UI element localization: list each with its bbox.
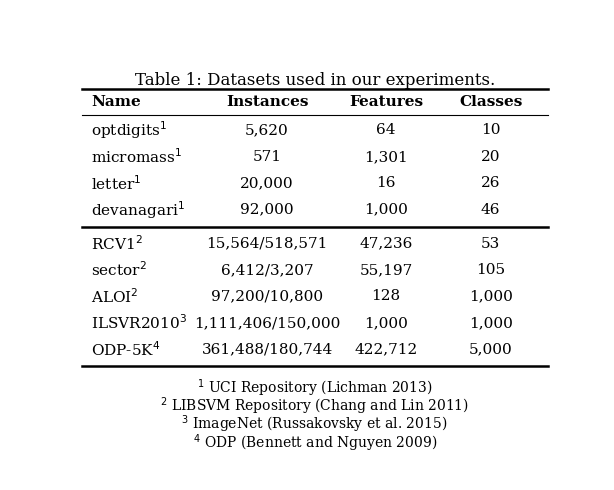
Text: 1,000: 1,000 (364, 203, 408, 217)
Text: 47,236: 47,236 (359, 237, 413, 251)
Text: Table 1: Datasets used in our experiments.: Table 1: Datasets used in our experiment… (134, 72, 495, 89)
Text: 10: 10 (481, 123, 500, 138)
Text: ODP-5K$^4$: ODP-5K$^4$ (91, 340, 160, 359)
Text: letter$^1$: letter$^1$ (91, 174, 141, 193)
Text: 1,111,406/150,000: 1,111,406/150,000 (194, 316, 340, 330)
Text: ILSVR2010$^3$: ILSVR2010$^3$ (91, 314, 187, 332)
Text: 92,000: 92,000 (240, 203, 294, 217)
Text: 1,301: 1,301 (364, 150, 408, 164)
Text: 53: 53 (481, 237, 500, 251)
Text: 15,564/518,571: 15,564/518,571 (206, 237, 328, 251)
Text: 5,620: 5,620 (245, 123, 289, 138)
Text: 16: 16 (376, 176, 396, 190)
Text: ALOI$^2$: ALOI$^2$ (91, 287, 139, 306)
Text: 571: 571 (252, 150, 282, 164)
Text: 128: 128 (371, 290, 400, 303)
Text: Name: Name (91, 95, 141, 109)
Text: RCV1$^2$: RCV1$^2$ (91, 234, 142, 253)
Text: 97,200/10,800: 97,200/10,800 (211, 290, 323, 303)
Text: $^1$ UCI Repository (Lichman 2013): $^1$ UCI Repository (Lichman 2013) (197, 378, 432, 399)
Text: 1,000: 1,000 (469, 316, 513, 330)
Text: sector$^2$: sector$^2$ (91, 261, 147, 279)
Text: Features: Features (349, 95, 423, 109)
Text: 20,000: 20,000 (240, 176, 294, 190)
Text: optdigits$^1$: optdigits$^1$ (91, 120, 167, 141)
Text: Classes: Classes (459, 95, 523, 109)
Text: $^2$ LIBSVM Repository (Chang and Lin 2011): $^2$ LIBSVM Repository (Chang and Lin 20… (160, 396, 469, 417)
Text: 26: 26 (481, 176, 500, 190)
Text: 6,412/3,207: 6,412/3,207 (221, 263, 313, 277)
Text: 105: 105 (476, 263, 505, 277)
Text: 1,000: 1,000 (469, 290, 513, 303)
Text: 46: 46 (481, 203, 500, 217)
Text: 422,712: 422,712 (354, 343, 418, 356)
Text: 5,000: 5,000 (469, 343, 513, 356)
Text: $^4$ ODP (Bennett and Nguyen 2009): $^4$ ODP (Bennett and Nguyen 2009) (193, 432, 437, 454)
Text: 361,488/180,744: 361,488/180,744 (201, 343, 333, 356)
Text: 20: 20 (481, 150, 500, 164)
Text: devanagari$^1$: devanagari$^1$ (91, 199, 185, 221)
Text: 55,197: 55,197 (359, 263, 413, 277)
Text: 64: 64 (376, 123, 396, 138)
Text: Instances: Instances (226, 95, 308, 109)
Text: 1,000: 1,000 (364, 316, 408, 330)
Text: $^3$ ImageNet (Russakovsky et al. 2015): $^3$ ImageNet (Russakovsky et al. 2015) (182, 414, 448, 436)
Text: micromass$^1$: micromass$^1$ (91, 147, 182, 166)
